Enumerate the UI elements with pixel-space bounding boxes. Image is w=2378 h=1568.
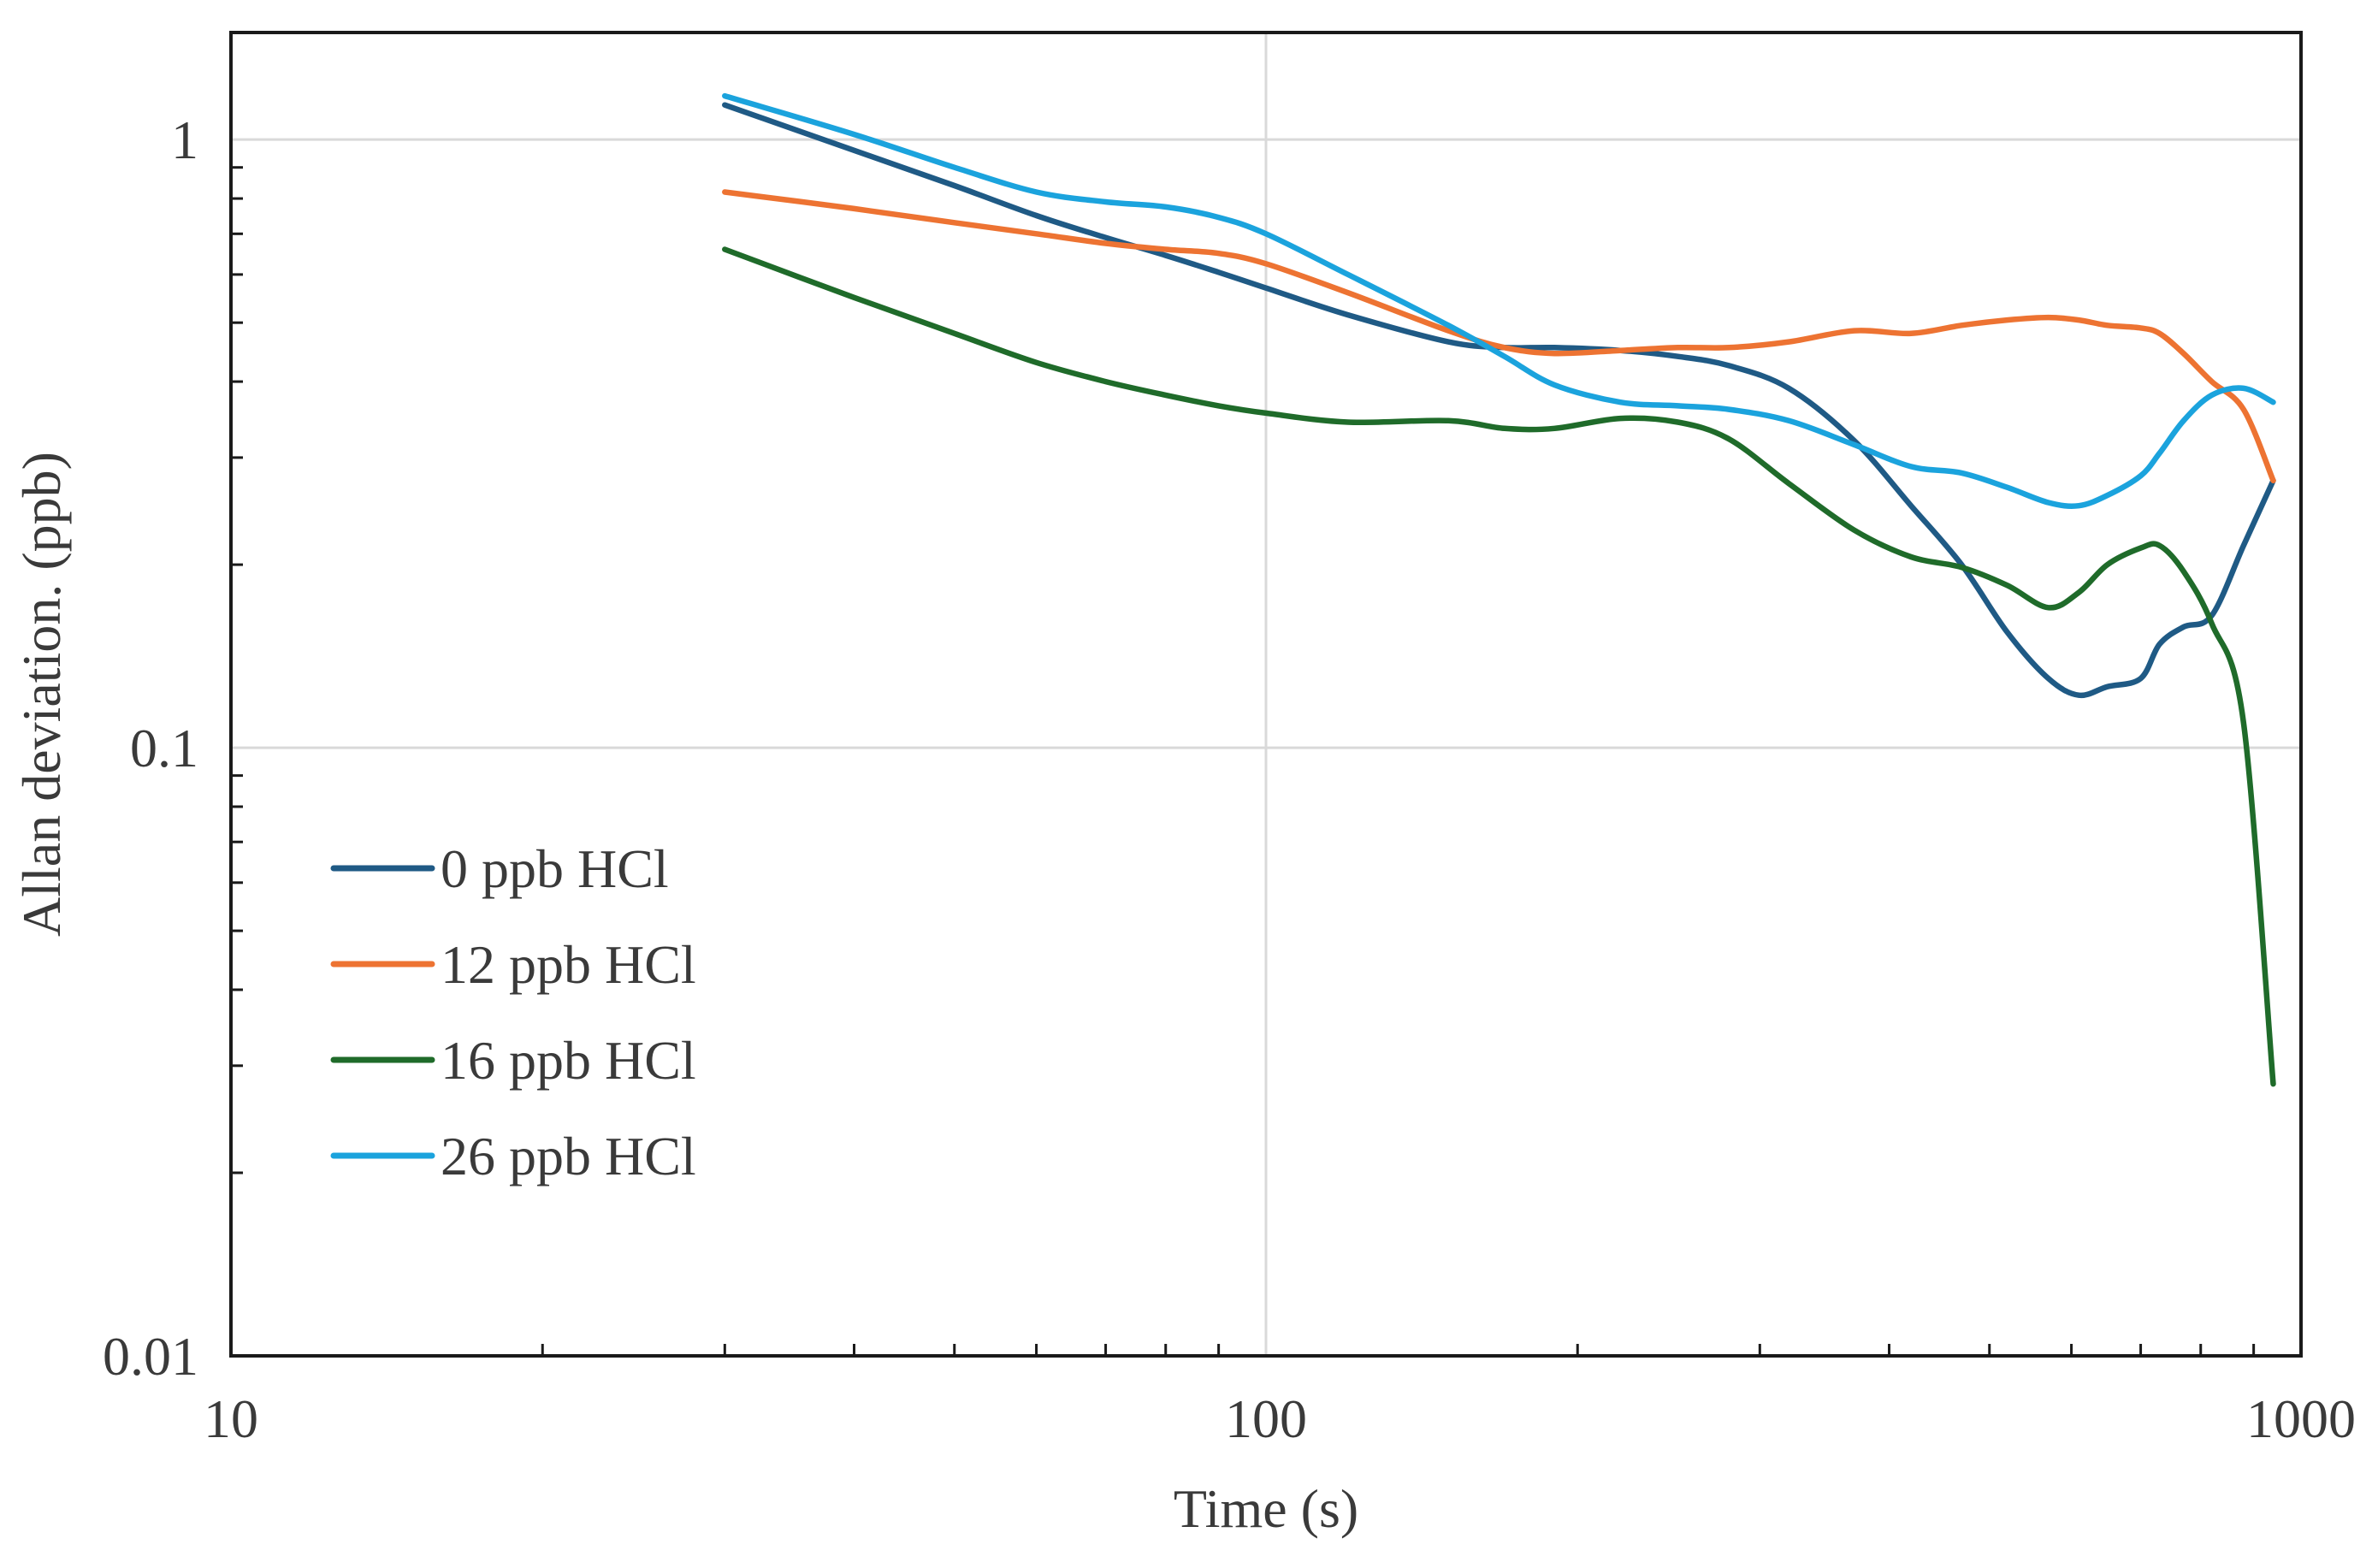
y-axis-label: Allan deviation. (ppb) (11, 452, 72, 937)
x-tick-label: 1000 (2246, 1388, 2356, 1449)
y-axis-ticks: 0.01 0.1 1 (103, 109, 198, 1387)
series-lines (722, 92, 2276, 1087)
x-axis-label: Time (s) (1174, 1478, 1358, 1539)
y-tick-label: 0.1 (130, 718, 198, 778)
series-line-0 (722, 102, 2276, 699)
x-axis-ticks: 10 100 1000 (204, 1388, 2356, 1449)
legend-label: 16 ppb HCl (441, 1030, 696, 1091)
series-line-3 (722, 92, 2276, 509)
legend-label: 26 ppb HCl (441, 1126, 696, 1186)
y-tick-label: 1 (171, 109, 198, 170)
y-tick-label: 0.01 (103, 1326, 198, 1387)
minor-ticks (231, 166, 2256, 1356)
x-tick-label: 10 (204, 1388, 258, 1449)
legend-label: 0 ppb HCl (441, 838, 669, 899)
legend-label: 12 ppb HCl (441, 934, 696, 995)
series-line-1 (722, 189, 2276, 484)
legend: 0 ppb HCl 12 ppb HCl 16 ppb HCl 26 ppb HCl (330, 838, 696, 1186)
series-line-2 (722, 246, 2276, 1087)
grid-lines (231, 33, 2301, 1356)
x-tick-label: 100 (1225, 1388, 1307, 1449)
plot-frame (229, 31, 2303, 1358)
